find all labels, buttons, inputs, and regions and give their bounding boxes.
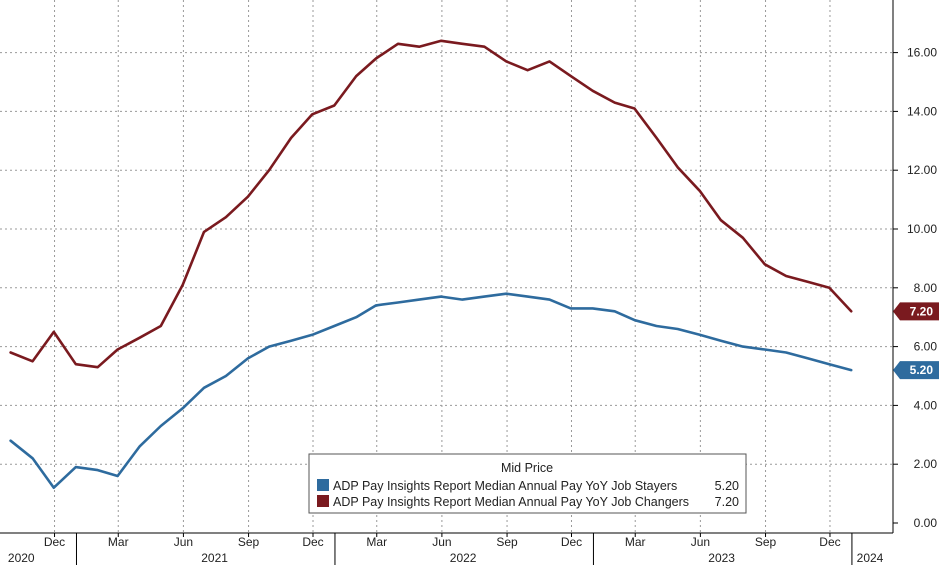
x-tick-label: Mar bbox=[625, 535, 646, 549]
x-tick-label: Mar bbox=[366, 535, 387, 549]
x-tick-label: Jun bbox=[691, 535, 710, 549]
y-tick-label: 16.00 bbox=[907, 46, 937, 60]
y-tick-label: 6.00 bbox=[914, 340, 938, 354]
x-tick-label: Dec bbox=[44, 535, 65, 549]
legend-label-changers: ADP Pay Insights Report Median Annual Pa… bbox=[333, 495, 689, 509]
last-value-tag bbox=[893, 302, 939, 321]
x-tick-label: Sep bbox=[238, 535, 260, 549]
chart-grid bbox=[0, 0, 893, 533]
series-line-job-changers bbox=[9, 39, 853, 369]
y-tick-label: 14.00 bbox=[907, 104, 937, 118]
y-tick-label: 0.00 bbox=[914, 516, 938, 530]
y-tick-label: 12.00 bbox=[907, 163, 937, 177]
x-tick-label: Dec bbox=[302, 535, 323, 549]
x-year-label: 2020 bbox=[8, 551, 35, 565]
y-tick-label: 2.00 bbox=[914, 457, 938, 471]
series-lines bbox=[9, 39, 853, 489]
y-tick-label: 8.00 bbox=[914, 281, 938, 295]
y-tick-label: 10.00 bbox=[907, 222, 937, 236]
x-tick-label: Dec bbox=[561, 535, 582, 549]
last-value-tag bbox=[893, 361, 939, 380]
last-value-label: 5.20 bbox=[910, 363, 934, 377]
last-value-tags: 5.20 7.20 bbox=[893, 302, 939, 380]
x-tick-label: Mar bbox=[108, 535, 129, 549]
x-tick-label: Sep bbox=[496, 535, 518, 549]
legend-label-stayers: ADP Pay Insights Report Median Annual Pa… bbox=[333, 479, 677, 493]
x-year-label: 2023 bbox=[708, 551, 735, 565]
last-value-label: 7.20 bbox=[910, 304, 934, 318]
legend-box bbox=[308, 453, 747, 514]
legend: Mid Price ADP Pay Insights Report Median… bbox=[308, 453, 747, 514]
x-year-label: 2022 bbox=[450, 551, 477, 565]
legend-value-changers: 7.20 bbox=[715, 495, 739, 509]
x-tick-label: Sep bbox=[755, 535, 777, 549]
legend-swatch-stayers bbox=[317, 479, 329, 491]
x-tick-label: Jun bbox=[174, 535, 193, 549]
legend-title: Mid Price bbox=[501, 461, 553, 475]
x-year-label: 2021 bbox=[201, 551, 228, 565]
x-tick-label: Dec bbox=[819, 535, 840, 549]
legend-value-stayers: 5.20 bbox=[715, 479, 739, 493]
legend-swatch-changers bbox=[317, 495, 329, 507]
x-axis-ticks: Dec Mar Jun Sep Dec Mar Jun Sep Dec Mar Jun Sep Dec 2… bbox=[8, 533, 884, 565]
series-line-job-stayers bbox=[9, 292, 853, 489]
x-tick-label: Jun bbox=[432, 535, 451, 549]
y-tick-label: 4.00 bbox=[914, 398, 938, 412]
y-axis-ticks: 0.00 2.00 4.00 6.00 8.00 10.00 12.00 14.00 16.00 bbox=[893, 46, 937, 530]
x-year-label: 2024 bbox=[857, 551, 884, 565]
